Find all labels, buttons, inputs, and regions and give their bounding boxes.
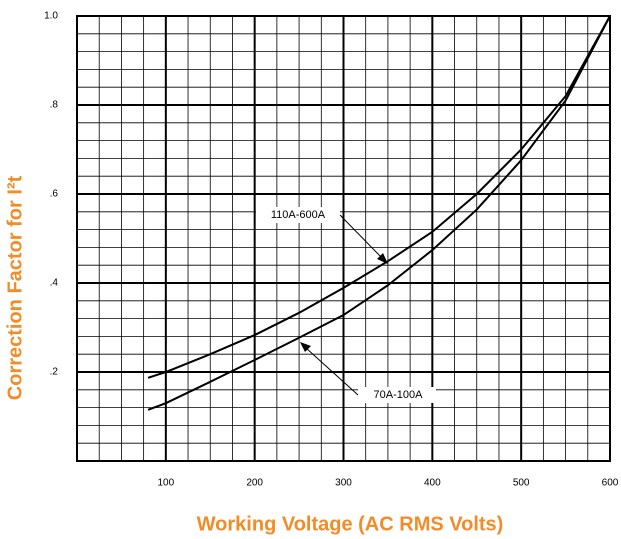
series-label: 110A-600A bbox=[271, 209, 326, 221]
y-tick-label: 1.0 bbox=[44, 11, 58, 22]
leader bbox=[339, 214, 383, 259]
label-bg bbox=[358, 387, 436, 403]
y-tick-label: .4 bbox=[50, 278, 59, 289]
y-tick-label: .8 bbox=[50, 100, 59, 111]
plot-frame bbox=[76, 15, 611, 462]
x-tick-label: 300 bbox=[335, 478, 352, 489]
series-line bbox=[147, 15, 611, 379]
y-tick-label: .6 bbox=[50, 189, 59, 200]
y-axis-title: Correction Factor for I²t bbox=[4, 175, 26, 400]
leader bbox=[305, 347, 359, 396]
x-tick-label: 100 bbox=[157, 478, 174, 489]
x-tick-label: 200 bbox=[246, 478, 263, 489]
label-bg bbox=[256, 207, 340, 223]
x-tick-label: 400 bbox=[424, 478, 441, 489]
series-label: 70A-100A bbox=[374, 389, 424, 401]
series-line bbox=[147, 15, 611, 411]
y-tick-label: .2 bbox=[50, 367, 59, 378]
x-tick-label: 500 bbox=[513, 478, 530, 489]
arrowhead bbox=[377, 253, 388, 264]
x-tick-label: 600 bbox=[602, 478, 619, 489]
arrowhead bbox=[300, 342, 311, 352]
x-axis-title: Working Voltage (AC RMS Volts) bbox=[197, 513, 504, 535]
